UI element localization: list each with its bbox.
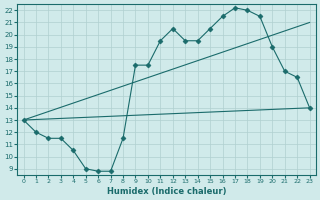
X-axis label: Humidex (Indice chaleur): Humidex (Indice chaleur) xyxy=(107,187,226,196)
